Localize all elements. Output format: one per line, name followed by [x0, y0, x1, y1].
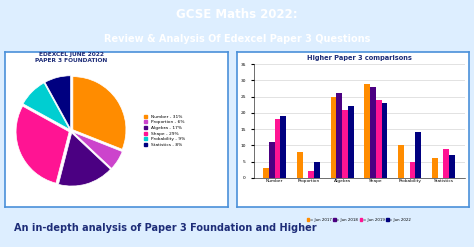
Wedge shape — [73, 132, 122, 168]
Legend: = Jun 2017, = Jun 2018, = Jun 2019, = Jun 2022: = Jun 2017, = Jun 2018, = Jun 2019, = Ju… — [305, 216, 413, 223]
Title: Higher Paper 3 comparisons: Higher Paper 3 comparisons — [307, 55, 411, 61]
Text: GCSE Maths 2022:: GCSE Maths 2022: — [176, 8, 298, 21]
Wedge shape — [45, 76, 71, 129]
Bar — [331, 97, 337, 178]
Bar — [365, 84, 370, 178]
Wedge shape — [23, 83, 70, 129]
Bar — [410, 162, 415, 178]
Bar — [297, 152, 303, 178]
Bar — [269, 142, 274, 178]
Bar — [337, 93, 342, 178]
Wedge shape — [16, 106, 69, 183]
Bar — [376, 100, 382, 178]
Bar — [274, 119, 281, 178]
Bar — [342, 110, 348, 178]
Text: Review & Analysis Of Edexcel Paper 3 Questions: Review & Analysis Of Edexcel Paper 3 Que… — [104, 34, 370, 43]
Bar — [398, 145, 404, 178]
Bar — [263, 168, 269, 178]
Legend: Number - 31%, Proportion - 6%, Algebra - 17%, Shape - 29%, Probability - 9%, Sta: Number - 31%, Proportion - 6%, Algebra -… — [142, 113, 187, 149]
Bar — [444, 149, 449, 178]
Title: EDEXCEL JUNE 2022
PAPER 3 FOUNDATION: EDEXCEL JUNE 2022 PAPER 3 FOUNDATION — [35, 52, 107, 63]
Bar — [432, 158, 438, 178]
Bar — [281, 116, 286, 178]
Wedge shape — [73, 77, 126, 149]
Wedge shape — [58, 133, 110, 186]
Bar — [449, 155, 455, 178]
Text: An in-depth analysis of Paper 3 Foundation and Higher: An in-depth analysis of Paper 3 Foundati… — [14, 223, 317, 233]
Bar — [382, 103, 387, 178]
Bar — [309, 171, 314, 178]
Bar — [415, 132, 421, 178]
Bar — [370, 87, 376, 178]
Bar — [314, 162, 320, 178]
Bar — [348, 106, 354, 178]
